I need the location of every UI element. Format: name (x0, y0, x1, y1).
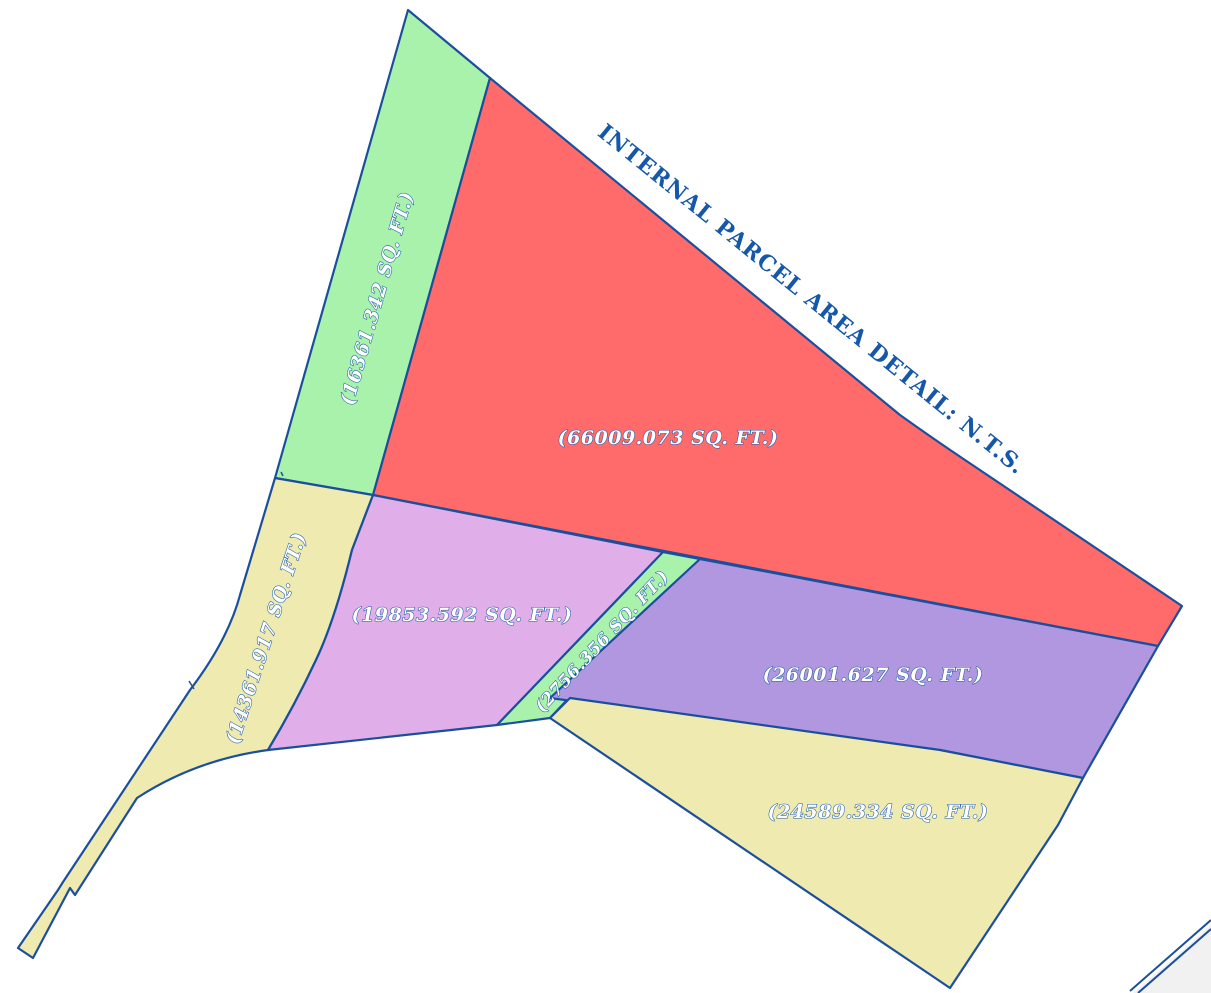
area-label-pink: (19853.592 SQ. FT.) (352, 604, 573, 626)
adjacent-lot-corner (1129, 919, 1211, 993)
parcel-pink[interactable] (266, 493, 665, 752)
area-label-purple: (26001.627 SQ. FT.) (763, 664, 984, 686)
survey-tick (188, 680, 195, 690)
survey-tick (280, 471, 284, 477)
parcel-red[interactable] (371, 76, 1184, 648)
area-label-red: (66009.073 SQ. FT.) (558, 427, 779, 449)
area-label-yellow-south: (24589.334 SQ. FT.) (768, 801, 989, 823)
parcel-yellow-south[interactable] (548, 696, 1085, 990)
